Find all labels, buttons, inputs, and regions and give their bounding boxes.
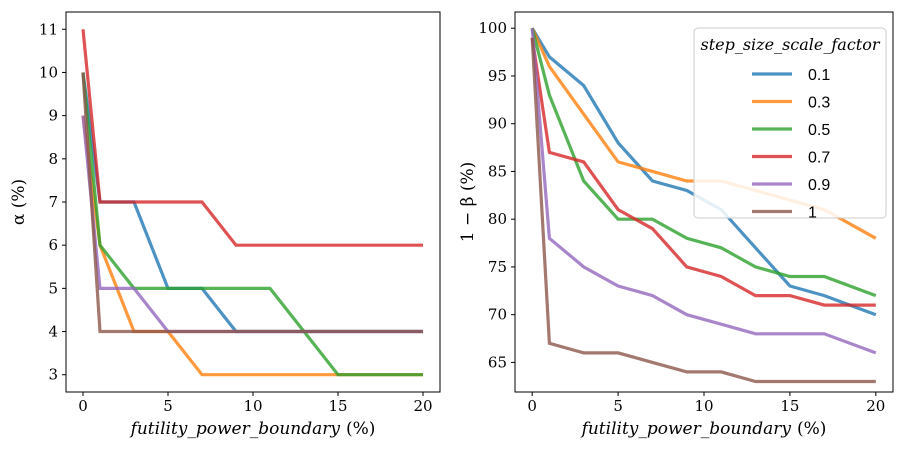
series-line-1 xyxy=(530,37,876,384)
series-line-0.7 xyxy=(81,29,423,247)
y-tick-label: 90 xyxy=(488,115,507,133)
x-tick-label: 5 xyxy=(613,397,623,415)
legend-label-0.3: 0.3 xyxy=(808,95,830,112)
x-tick-label: 10 xyxy=(694,397,713,415)
legend-box xyxy=(693,27,887,219)
y-tick-label: 5 xyxy=(48,279,58,297)
y-tick-label: 80 xyxy=(488,210,507,228)
legend-label-0.1: 0.1 xyxy=(808,67,830,84)
x-axis-label: futility_power_boundary (%) xyxy=(580,419,827,439)
legend-label-0.9: 0.9 xyxy=(808,177,830,194)
x-tick-label: 20 xyxy=(413,397,432,415)
x-tick-label: 15 xyxy=(780,397,799,415)
series-line-0.7 xyxy=(530,37,876,307)
y-tick-label: 75 xyxy=(488,258,507,276)
y-axis-label: α (%) xyxy=(9,179,29,225)
alpha-chart: 0 5 10 15 20 3 4 5 6 7 8 9 10 11 futility_power_bounda… xyxy=(9,11,441,439)
x-tick-label: 15 xyxy=(328,397,347,415)
x-axis-label-name: futility_power_boundary xyxy=(129,419,341,439)
series-line-0.5 xyxy=(81,72,423,377)
y-tick-label: 95 xyxy=(488,67,507,85)
y-tick-label: 9 xyxy=(48,107,58,125)
y-tick-label: 100 xyxy=(478,19,507,37)
y-tick-label: 8 xyxy=(48,150,58,168)
legend-label-0.5: 0.5 xyxy=(808,122,830,139)
series-line-0.9 xyxy=(530,28,877,355)
x-tick-label: 20 xyxy=(866,397,885,415)
x-axis-label: futility_power_boundary (%) xyxy=(129,419,376,439)
x-tick-label: 10 xyxy=(243,397,262,415)
x-axis-label-name: futility_power_boundary xyxy=(580,419,792,439)
series-line-0.1 xyxy=(530,27,877,317)
x-axis-label-unit: (%) xyxy=(797,419,826,439)
y-tick-label: 7 xyxy=(48,193,58,211)
legend-label-0.7: 0.7 xyxy=(808,150,830,167)
x-tick-label: 5 xyxy=(163,397,173,415)
y-tick-label: 3 xyxy=(48,366,58,384)
series-line-1 xyxy=(81,72,423,334)
x-axis-label-unit: (%) xyxy=(346,419,375,439)
legend-label-1: 1 xyxy=(808,205,817,222)
x-tick-label: 0 xyxy=(527,397,537,415)
legend: step_size_scale_factor 0.1 0.3 0.5 0.7 0.9 1 xyxy=(693,27,887,222)
y-tick-label: 4 xyxy=(48,323,58,341)
series-line-0.9 xyxy=(81,115,423,334)
x-tick-label: 0 xyxy=(78,397,88,415)
y-tick-label: 65 xyxy=(488,353,507,371)
y-tick-label: 85 xyxy=(488,162,507,180)
y-axis-label: 1 − β (%) xyxy=(458,162,478,243)
power-chart: 0 5 10 15 20 65 70 75 80 85 90 95 100 futility_power_… xyxy=(458,11,894,439)
series-line-0.5 xyxy=(530,27,877,298)
y-tick-label: 11 xyxy=(39,20,58,38)
legend-title: step_size_scale_factor xyxy=(700,35,880,54)
y-tick-label: 10 xyxy=(39,63,58,81)
y-tick-label: 6 xyxy=(48,236,58,254)
y-tick-label: 70 xyxy=(488,306,507,324)
